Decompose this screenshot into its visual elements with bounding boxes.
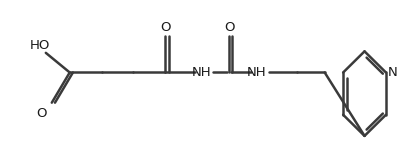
Text: HO: HO — [30, 39, 50, 52]
Text: NH: NH — [191, 66, 211, 79]
Text: N: N — [388, 66, 398, 79]
Text: O: O — [224, 21, 234, 34]
Text: O: O — [160, 21, 170, 34]
Text: O: O — [36, 107, 47, 120]
Text: NH: NH — [247, 66, 267, 79]
